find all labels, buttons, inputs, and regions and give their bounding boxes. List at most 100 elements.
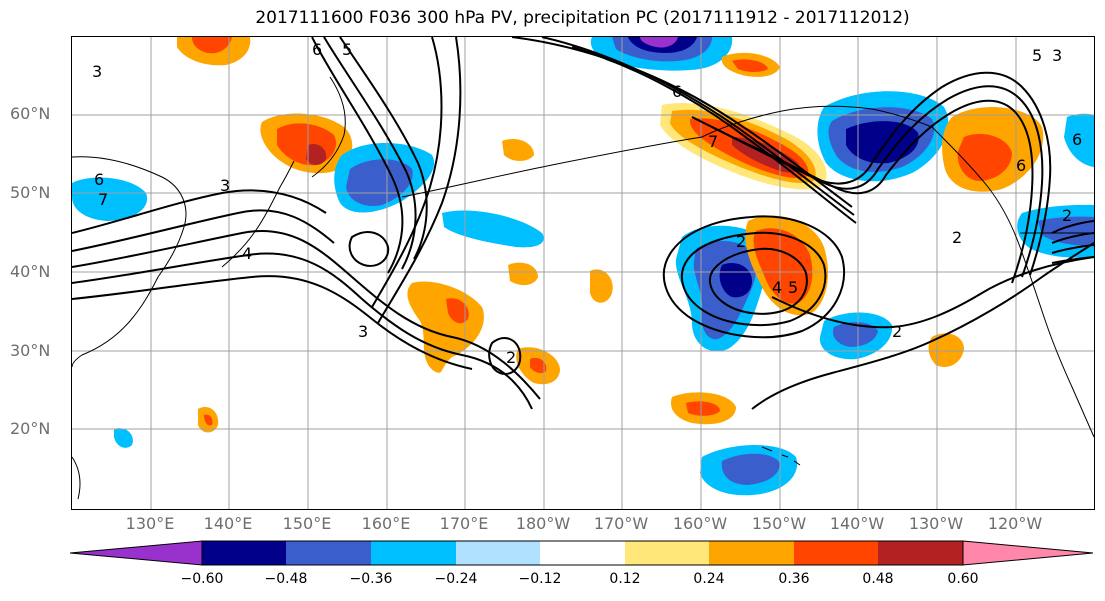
colorbar-tick: 0.48 [862, 571, 894, 587]
colorbar-extend-high [962, 540, 1094, 566]
lat-label-20n: 20°N [10, 419, 51, 438]
pv-contour-label: 5 [1032, 46, 1042, 65]
precip-shading [72, 37, 1094, 496]
lon-label-130e: 130°E [125, 514, 175, 533]
precip-positive-patch [446, 298, 469, 324]
lon-label-140e: 140°E [203, 514, 253, 533]
pv-contour-label: 6 [672, 82, 682, 101]
lat-label-50n: 50°N [10, 183, 51, 202]
precip-positive-patch [957, 133, 1012, 181]
lon-label-150e: 150°E [282, 514, 332, 533]
precip-negative-patch [346, 159, 413, 207]
colorbar-tick: 0.36 [778, 571, 810, 587]
pv-contour-label: 2 [736, 232, 746, 251]
precip-positive-patch [753, 228, 813, 304]
precip-negative-patch [442, 210, 544, 248]
colorbar-segment [794, 541, 878, 565]
pv-contour-label: 2 [1062, 206, 1072, 225]
precip-positive-patch [530, 357, 547, 374]
pv-contour-label: 3 [220, 176, 230, 195]
pv-contour [339, 37, 428, 260]
pv-contour-label: 4 [242, 244, 252, 263]
lon-label-170w: 170°W [593, 514, 649, 533]
pv-contour-label: 7 [708, 132, 718, 151]
lon-label-140w: 140°W [829, 514, 885, 533]
precip-positive-patch [732, 59, 768, 72]
lat-label-30n: 30°N [10, 341, 51, 360]
precip-negative-patch [832, 322, 878, 347]
colorbar-tick: 0.24 [693, 571, 725, 587]
pv-contour-labels: 3 3 6 7 2 6 5 6 7 2 4 5 3 2 2 6 3 5 6 4 [92, 40, 1082, 367]
precip-positive-patch [192, 37, 232, 54]
pv-contour [662, 215, 845, 339]
colorbar-tick: −0.48 [264, 571, 308, 587]
colorbar-tick: −0.12 [518, 571, 562, 587]
map-canvas: 3 3 6 7 2 6 5 6 7 2 4 5 3 2 2 6 3 5 6 4 [72, 37, 1094, 509]
map-title: 2017111600 F036 300 hPa PV, precipitatio… [255, 8, 910, 28]
colorbar-segment [286, 541, 371, 565]
pv-contour-label: 2 [892, 322, 902, 341]
lon-label-130w: 130°W [908, 514, 964, 533]
colorbar-extend-low [70, 540, 203, 566]
colorbar-tick: 0.12 [609, 571, 641, 587]
pv-contour-label: 6 [1016, 156, 1026, 175]
pv-contour [311, 37, 404, 274]
precip-negative-patch [846, 121, 919, 164]
colorbar-tick: −0.36 [349, 571, 393, 587]
precip-negative-patch [114, 428, 133, 448]
pv-contour-label: 2 [506, 348, 516, 367]
precip-positive-patch [590, 269, 613, 303]
pv-contour-label: 2 [952, 228, 962, 247]
colorbar-tick: −0.60 [180, 571, 224, 587]
precip-negative-patch [721, 453, 780, 485]
philippines-coast [72, 456, 81, 500]
colorbar-outline [201, 540, 964, 566]
hawaii-islands [761, 446, 801, 466]
pv-contour [1051, 220, 1094, 264]
lat-label-40n: 40°N [10, 262, 51, 281]
alaska-coast [701, 105, 933, 138]
precip-positive-patch [928, 333, 964, 368]
lon-label-180w: 180°W [515, 514, 571, 533]
lat-label-60n: 60°N [10, 104, 51, 123]
colorbar-segment [202, 541, 286, 565]
pv-contours [72, 37, 1094, 410]
asia-coast [72, 156, 187, 368]
colorbar-segment [456, 541, 540, 565]
pv-contour [323, 37, 417, 270]
pv-contour-label: 3 [92, 62, 102, 81]
colorbar-segment [878, 541, 963, 565]
pv-contour-label: 5 [788, 278, 798, 297]
colorbar-segment [540, 541, 625, 565]
pv-contour [541, 37, 855, 216]
pv-contour [377, 37, 462, 324]
graticule [72, 37, 1094, 509]
colorbar-tick: −0.24 [434, 571, 478, 587]
pv-contour-label: 6 [94, 170, 104, 189]
pv-contour [348, 231, 390, 267]
precip-positive-patch [686, 401, 720, 416]
precip-positive-patch [508, 262, 538, 286]
lon-label-150w: 150°W [751, 514, 807, 533]
precip-negative-patch [1064, 113, 1094, 167]
pv-contour [708, 247, 808, 315]
pv-contour-label: 3 [1052, 46, 1062, 65]
pv-contour [371, 37, 443, 308]
precip-positive-patch [407, 281, 484, 373]
pv-contour [72, 229, 541, 400]
pv-contour [731, 99, 1034, 284]
pv-contour [571, 46, 857, 224]
pv-contour [72, 189, 327, 234]
pv-contour [680, 231, 827, 327]
colorbar-segment [709, 541, 794, 565]
pv-contour-label: 5 [342, 40, 352, 59]
pv-contour [72, 275, 473, 370]
north-america-coast [931, 126, 1094, 438]
precip-positive-patch [204, 414, 213, 426]
map-panel[interactable]: 3 3 6 7 2 6 5 6 7 2 4 5 3 2 2 6 3 5 6 4 [71, 36, 1095, 510]
pv-contour-label: 6 [1072, 130, 1082, 149]
pv-contour [72, 209, 335, 252]
colorbar-tick: 0.60 [947, 571, 979, 587]
precip-negative-patch [640, 37, 678, 48]
precip-positive-patch [306, 143, 327, 165]
